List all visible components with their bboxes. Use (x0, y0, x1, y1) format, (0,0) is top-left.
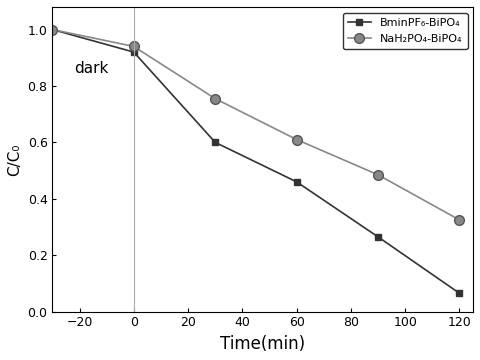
X-axis label: Time(min): Time(min) (220, 335, 305, 353)
BminPF₆-BiPO₄ (456, 291, 462, 296)
NaH₂PO₄-BiPO₄ (212, 96, 218, 101)
NaH₂PO₄-BiPO₄ (131, 44, 137, 49)
Text: dark: dark (74, 61, 108, 76)
NaH₂PO₄-BiPO₄ (49, 27, 55, 32)
Line: BminPF₆-BiPO₄: BminPF₆-BiPO₄ (49, 26, 463, 297)
Y-axis label: C/C₀: C/C₀ (7, 143, 22, 176)
BminPF₆-BiPO₄ (294, 180, 300, 184)
Legend: BminPF₆-BiPO₄, NaH₂PO₄-BiPO₄: BminPF₆-BiPO₄, NaH₂PO₄-BiPO₄ (343, 13, 468, 49)
BminPF₆-BiPO₄ (212, 140, 218, 144)
BminPF₆-BiPO₄ (49, 27, 55, 32)
BminPF₆-BiPO₄ (375, 235, 381, 239)
BminPF₆-BiPO₄ (131, 50, 137, 54)
NaH₂PO₄-BiPO₄ (294, 138, 300, 142)
NaH₂PO₄-BiPO₄ (375, 173, 381, 177)
Line: NaH₂PO₄-BiPO₄: NaH₂PO₄-BiPO₄ (48, 24, 464, 225)
NaH₂PO₄-BiPO₄ (456, 218, 462, 222)
